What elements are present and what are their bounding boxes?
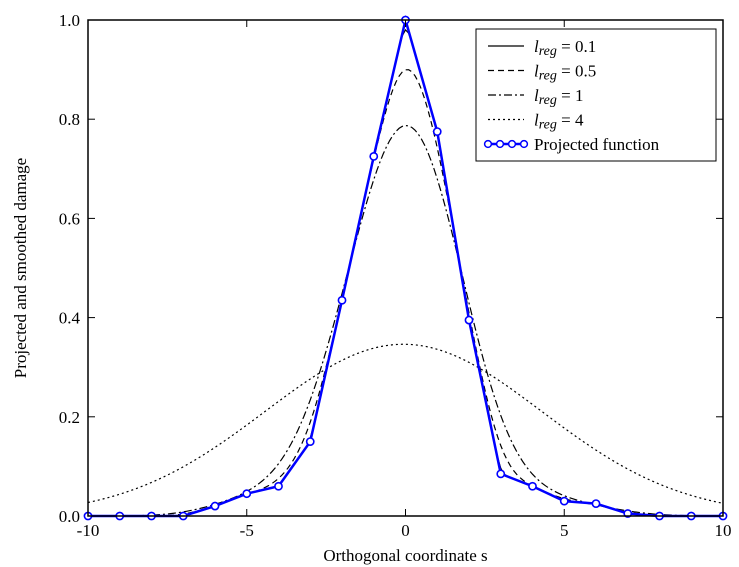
smoothed-curve-lreg-4 [87, 343, 724, 504]
x-tick-label: 5 [560, 521, 569, 540]
legend-entry: lreg = 4 [488, 111, 584, 133]
x-tick-label: -10 [77, 521, 100, 540]
legend-label: lreg = 0.5 [534, 62, 596, 84]
projected-function-point [464, 315, 474, 325]
legend-label: lreg = 0.1 [534, 37, 596, 59]
legend-marker [495, 139, 505, 149]
legend-label: Projected function [534, 135, 660, 154]
legend-marker [483, 139, 493, 149]
y-tick-label: 0.8 [59, 110, 80, 129]
tick-labels: -10 -5 0 5 10 0.0 0.2 0.4 0.6 0.8 1.0 [59, 11, 732, 540]
projected-function-point [337, 295, 347, 305]
y-tick-label: 0.4 [59, 309, 81, 328]
legend-entry: lreg = 0.1 [488, 37, 596, 59]
projected-function-point [369, 151, 379, 161]
x-tick-label: 10 [715, 521, 732, 540]
y-tick-label: 0.6 [59, 209, 80, 228]
projected-function-point [242, 489, 252, 499]
y-tick-label: 0.2 [59, 408, 80, 427]
projected-function-point [274, 481, 283, 491]
legend-marker [507, 139, 517, 149]
smoothed-curve-lreg-1 [87, 124, 724, 517]
projected-function-point [432, 127, 442, 136]
legend-label: lreg = 1 [534, 86, 583, 108]
x-tick-label: 0 [401, 521, 410, 540]
projected-function-point [559, 496, 569, 506]
projected-function-point [591, 499, 601, 508]
axis-ticks [87, 19, 724, 517]
projected-function-point [528, 481, 537, 491]
x-axis-label: Orthogonal coordinate s [323, 546, 487, 565]
y-tick-label: 0.0 [59, 507, 80, 526]
y-tick-label: 1.0 [59, 11, 80, 30]
x-tick-label: -5 [240, 521, 254, 540]
legend-entry: Projected function [483, 135, 660, 154]
projected-function-point [210, 501, 220, 511]
projected-function-point [496, 469, 506, 479]
y-axis-label: Projected and smoothed damage [11, 158, 30, 378]
legend-entry: lreg = 1 [488, 86, 583, 108]
legend-entry: lreg = 0.5 [488, 62, 596, 84]
legend-marker [519, 139, 529, 149]
projected-function-point [305, 437, 315, 446]
legend-label: lreg = 4 [534, 111, 584, 133]
